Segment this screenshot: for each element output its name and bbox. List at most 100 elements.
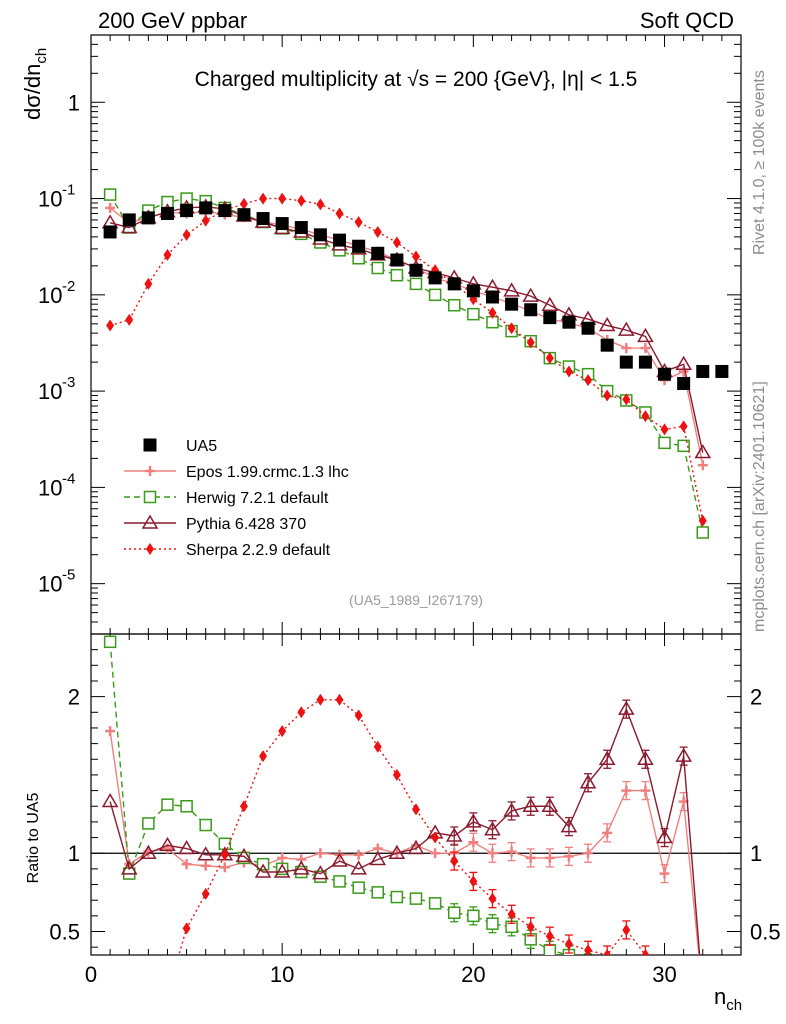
ratio-point-0 (105, 726, 116, 737)
ratio-point-0 (200, 860, 211, 871)
ratio-point-2 (197, 846, 215, 861)
ratio-point-1 (180, 799, 193, 813)
ratio-point-1 (583, 957, 594, 968)
data-point (256, 212, 270, 226)
ratio-point-3 (680, 988, 688, 1000)
series-point-3 (584, 374, 593, 387)
data-point (696, 364, 710, 378)
ratio-point-0 (621, 785, 632, 796)
x-tick-label: 30 (652, 962, 676, 987)
series-point-3 (564, 365, 573, 378)
ratio-point-0 (640, 785, 651, 796)
ratio-point-3 (488, 892, 497, 905)
series-point-1 (409, 277, 423, 291)
y-tick-label-top: 10 (38, 572, 62, 597)
series-point-1 (180, 192, 193, 205)
ratio-point-3 (564, 938, 573, 951)
data-point (122, 213, 136, 227)
data-point (313, 228, 327, 242)
series-point-3 (259, 192, 268, 205)
series-point-1 (677, 439, 690, 453)
ratio-point-3 (144, 988, 152, 1000)
series-point-3 (679, 420, 688, 433)
series-point-3 (201, 214, 210, 227)
ratio-point-3 (603, 949, 612, 955)
series-point-1 (103, 188, 117, 201)
ratio-point-3 (584, 944, 593, 955)
chart-title: Charged multiplicity at √s = 200 {GeV}, … (195, 68, 638, 91)
ratio-point-0 (698, 989, 708, 999)
svg-text:dσ/dnch: dσ/dnch (20, 48, 50, 120)
ratio-point-2 (465, 813, 482, 828)
y-tick-label-top-exp: -1 (62, 182, 75, 199)
series-point-0 (678, 366, 689, 377)
y-label-top-sub: ch (33, 48, 50, 64)
y-tick-label-top-exp: -5 (62, 567, 75, 584)
series-point-1 (658, 436, 671, 450)
series-point-3 (335, 207, 344, 220)
ratio-point-1 (142, 817, 155, 830)
ratio-point-1 (621, 973, 632, 984)
top-plot-area (101, 188, 729, 539)
ratio-point-3 (412, 803, 420, 816)
ratio-point-1 (103, 635, 117, 649)
ratio-point-2 (598, 750, 616, 766)
series-point-0 (640, 343, 651, 354)
data-point (562, 315, 576, 329)
ratio-point-2 (159, 836, 176, 852)
y-tick-label-top-exp: -4 (62, 470, 75, 487)
series-point-3 (507, 322, 516, 335)
y-tick-label-top: 10 (38, 379, 62, 404)
ratio-point-3 (641, 949, 650, 955)
ratio-point-2 (637, 750, 654, 766)
ratio-point-3 (278, 725, 287, 738)
series-point-3 (144, 277, 153, 290)
ratio-point-0 (468, 837, 479, 848)
data-point (638, 355, 652, 369)
series-point-3 (698, 514, 707, 527)
ratio-point-3 (297, 706, 306, 719)
data-point (352, 239, 366, 253)
ratio-point-0 (563, 851, 574, 862)
ratio-point-1 (486, 917, 499, 930)
series-point-3 (182, 228, 191, 241)
ratio-point-0 (315, 848, 326, 859)
series-point-3 (392, 236, 401, 249)
ratio-point-3 (335, 693, 344, 706)
ratio-point-0 (506, 846, 517, 857)
legend-label: Epos 1.99.crmc.1.3 lhc (186, 464, 349, 481)
ratio-point-3 (163, 988, 171, 1000)
ratio-point-3 (526, 920, 535, 933)
series-point-2 (617, 321, 635, 336)
series-point-1 (447, 298, 461, 312)
ratio-point-3 (125, 988, 133, 1000)
data-point (658, 367, 672, 381)
legend-marker (143, 438, 157, 452)
series-point-3 (316, 198, 325, 211)
ratio-point-3 (431, 831, 440, 844)
bottom-plot-area (101, 635, 708, 1000)
y-tick-label-bottom-right: 2 (750, 685, 762, 710)
y-label-top-main: dσ/dn (20, 64, 45, 120)
ratio-point-0 (430, 848, 441, 859)
ratio-point-2 (388, 844, 406, 859)
ratio-line-2 (109, 707, 701, 955)
analysis-id: (UA5_1989_I267179) (349, 592, 483, 608)
series-point-3 (125, 313, 134, 326)
data-point (160, 206, 174, 220)
data-point (199, 201, 213, 215)
ratio-point-2 (101, 793, 119, 808)
ratio-point-3 (316, 693, 325, 706)
ratio-point-1 (199, 818, 212, 832)
series-point-0 (621, 343, 632, 354)
ratio-point-3 (182, 922, 191, 935)
ratio-point-2 (350, 860, 367, 875)
data-point (371, 246, 385, 260)
y-tick-label-top-exp: -2 (62, 278, 75, 295)
data-point (447, 277, 461, 291)
ratio-point-3 (450, 855, 459, 868)
y-tick-label-top: 1 (68, 90, 80, 115)
ratio-point-0 (353, 849, 364, 860)
ratio-point-0 (277, 852, 288, 863)
